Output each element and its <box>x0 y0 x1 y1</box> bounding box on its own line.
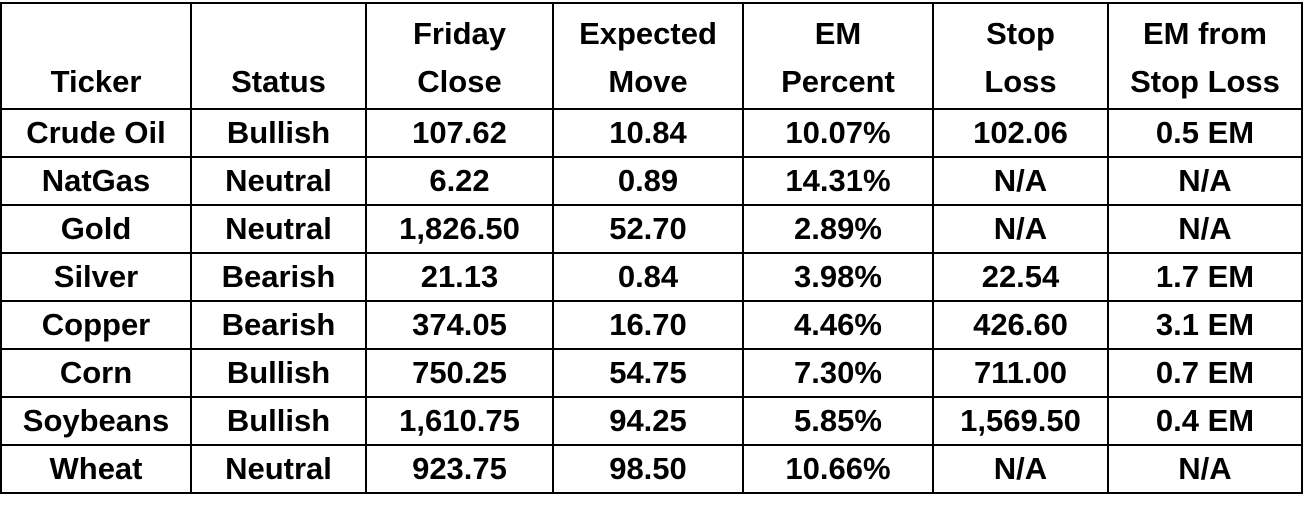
cell-em-from-stop-loss: 0.5 EM <box>1107 108 1303 158</box>
header-em-percent: EM Percent <box>742 2 934 110</box>
cell-friday-close: 923.75 <box>365 444 554 494</box>
cell-em-from-stop-loss: N/A <box>1107 204 1303 254</box>
cell-ticker: Corn <box>0 348 192 398</box>
cell-em-percent: 5.85% <box>742 396 934 446</box>
cell-ticker: Copper <box>0 300 192 350</box>
cell-expected-move: 0.84 <box>552 252 744 302</box>
header-friday-close: Friday Close <box>365 2 554 110</box>
cell-status: Bullish <box>190 396 367 446</box>
table-row: Copper Bearish 374.05 16.70 4.46% 426.60… <box>0 300 1303 350</box>
cell-expected-move: 94.25 <box>552 396 744 446</box>
cell-em-from-stop-loss: N/A <box>1107 156 1303 206</box>
cell-em-from-stop-loss: 0.7 EM <box>1107 348 1303 398</box>
table-row: NatGas Neutral 6.22 0.89 14.31% N/A N/A <box>0 156 1303 206</box>
cell-status: Neutral <box>190 444 367 494</box>
cell-em-percent: 14.31% <box>742 156 934 206</box>
table-row: Gold Neutral 1,826.50 52.70 2.89% N/A N/… <box>0 204 1303 254</box>
cell-friday-close: 1,610.75 <box>365 396 554 446</box>
table-row: Soybeans Bullish 1,610.75 94.25 5.85% 1,… <box>0 396 1303 446</box>
cell-friday-close: 6.22 <box>365 156 554 206</box>
cell-friday-close: 750.25 <box>365 348 554 398</box>
cell-ticker: Crude Oil <box>0 108 192 158</box>
cell-stop-loss: 22.54 <box>932 252 1109 302</box>
table-row: Crude Oil Bullish 107.62 10.84 10.07% 10… <box>0 108 1303 158</box>
cell-em-percent: 2.89% <box>742 204 934 254</box>
cell-em-from-stop-loss: 1.7 EM <box>1107 252 1303 302</box>
commodities-table: Ticker Status Friday Close Expected Move E… <box>0 2 1303 494</box>
cell-em-percent: 10.66% <box>742 444 934 494</box>
cell-friday-close: 374.05 <box>365 300 554 350</box>
header-em-from-stop-loss: EM from Stop Loss <box>1107 2 1303 110</box>
table-row: Wheat Neutral 923.75 98.50 10.66% N/A N/… <box>0 444 1303 494</box>
cell-stop-loss: 102.06 <box>932 108 1109 158</box>
cell-stop-loss: 1,569.50 <box>932 396 1109 446</box>
table-row: Corn Bullish 750.25 54.75 7.30% 711.00 0… <box>0 348 1303 398</box>
cell-ticker: NatGas <box>0 156 192 206</box>
cell-em-percent: 3.98% <box>742 252 934 302</box>
cell-stop-loss: 711.00 <box>932 348 1109 398</box>
header-status: Status <box>190 2 367 110</box>
cell-stop-loss: N/A <box>932 156 1109 206</box>
cell-em-from-stop-loss: 3.1 EM <box>1107 300 1303 350</box>
header-row: Ticker Status Friday Close Expected Move E… <box>0 2 1303 110</box>
header-ticker: Ticker <box>0 2 192 110</box>
cell-em-percent: 4.46% <box>742 300 934 350</box>
cell-ticker: Soybeans <box>0 396 192 446</box>
cell-expected-move: 54.75 <box>552 348 744 398</box>
cell-friday-close: 1,826.50 <box>365 204 554 254</box>
cell-expected-move: 10.84 <box>552 108 744 158</box>
cell-status: Bullish <box>190 108 367 158</box>
cell-ticker: Silver <box>0 252 192 302</box>
cell-em-from-stop-loss: N/A <box>1107 444 1303 494</box>
cell-expected-move: 16.70 <box>552 300 744 350</box>
cell-em-percent: 7.30% <box>742 348 934 398</box>
cell-expected-move: 98.50 <box>552 444 744 494</box>
cell-friday-close: 21.13 <box>365 252 554 302</box>
cell-stop-loss: 426.60 <box>932 300 1109 350</box>
cell-ticker: Wheat <box>0 444 192 494</box>
header-stop-loss: Stop Loss <box>932 2 1109 110</box>
header-expected-move: Expected Move <box>552 2 744 110</box>
cell-friday-close: 107.62 <box>365 108 554 158</box>
cell-status: Neutral <box>190 156 367 206</box>
cell-status: Bullish <box>190 348 367 398</box>
cell-expected-move: 52.70 <box>552 204 744 254</box>
cell-status: Neutral <box>190 204 367 254</box>
cell-em-from-stop-loss: 0.4 EM <box>1107 396 1303 446</box>
table-row: Silver Bearish 21.13 0.84 3.98% 22.54 1.… <box>0 252 1303 302</box>
cell-expected-move: 0.89 <box>552 156 744 206</box>
cell-status: Bearish <box>190 300 367 350</box>
cell-ticker: Gold <box>0 204 192 254</box>
cell-stop-loss: N/A <box>932 444 1109 494</box>
cell-em-percent: 10.07% <box>742 108 934 158</box>
cell-status: Bearish <box>190 252 367 302</box>
cell-stop-loss: N/A <box>932 204 1109 254</box>
